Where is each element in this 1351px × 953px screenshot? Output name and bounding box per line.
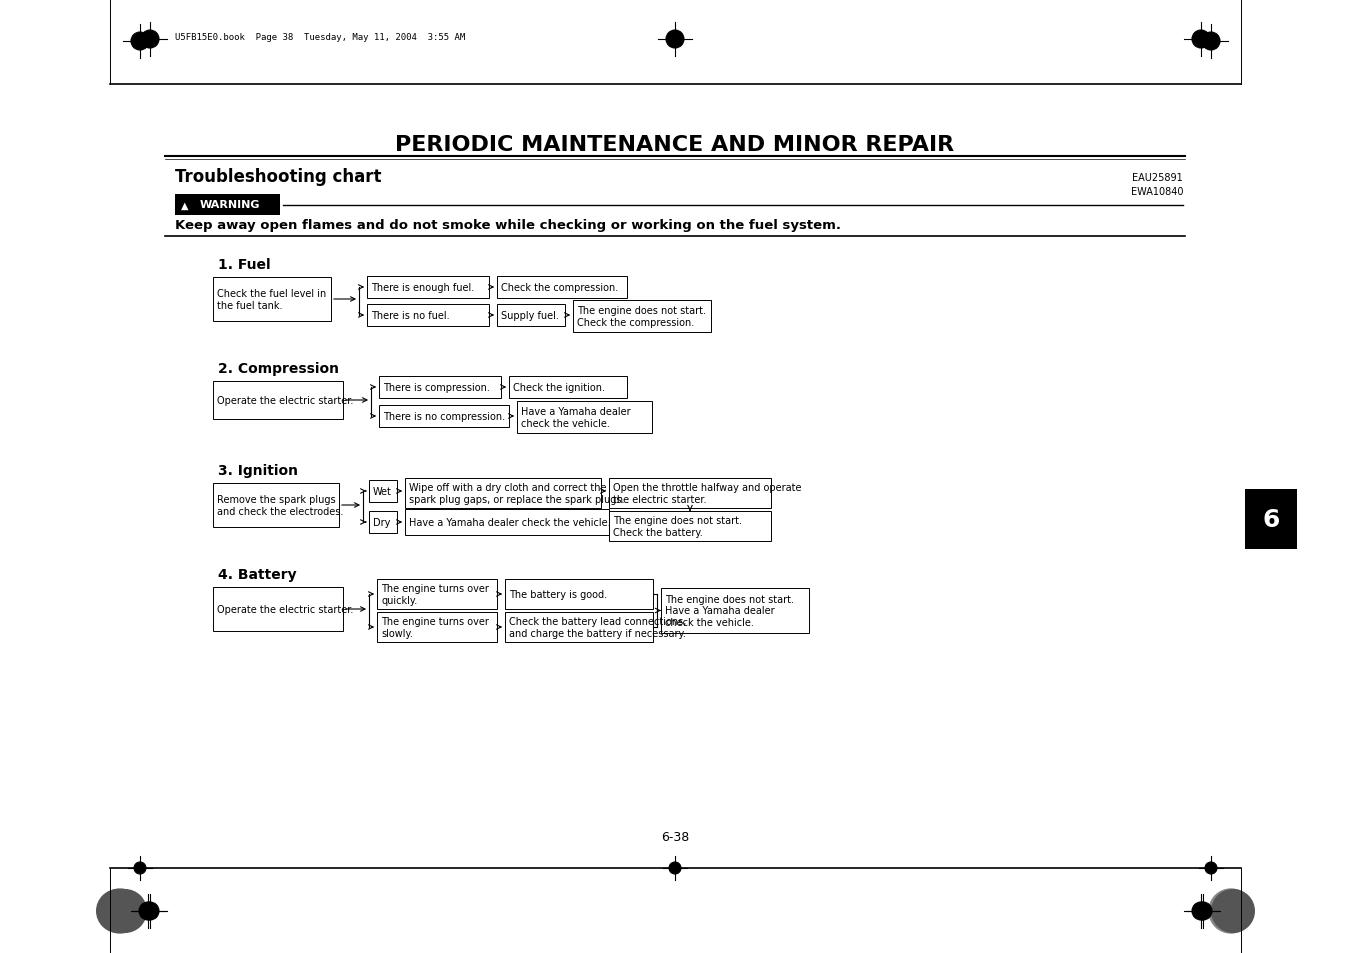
Text: U5FB15E0.book  Page 38  Tuesday, May 11, 2004  3:55 AM: U5FB15E0.book Page 38 Tuesday, May 11, 2… [176,33,465,43]
Bar [367,276,489,298]
Text: Check the compression.: Check the compression. [501,283,619,293]
Bar [369,512,397,534]
Bar [609,512,771,541]
Bar [505,579,653,609]
Circle shape [96,889,141,933]
Bar [367,305,489,327]
Text: The engine does not start.
Check the compression.: The engine does not start. Check the com… [577,306,707,328]
Circle shape [1192,902,1210,920]
Bar [213,381,343,419]
Text: Open the throttle halfway and operate
the electric starter.: Open the throttle halfway and operate th… [613,482,801,504]
Text: EWA10840: EWA10840 [1131,187,1183,196]
Text: Remove the spark plugs
and check the electrodes.: Remove the spark plugs and check the ele… [218,495,343,517]
Bar [380,376,501,398]
Bar [377,579,497,609]
Bar [176,194,280,215]
Circle shape [1202,33,1220,51]
Bar [213,277,331,322]
Circle shape [131,33,149,51]
Text: Operate the electric starter.: Operate the electric starter. [218,395,354,406]
Text: The engine does not start.
Have a Yamaha dealer
check the vehicle.: The engine does not start. Have a Yamaha… [665,595,794,627]
Circle shape [666,30,684,49]
Circle shape [139,902,157,920]
Text: There is no compression.: There is no compression. [382,412,505,421]
Text: Have a Yamaha dealer
check the vehicle.: Have a Yamaha dealer check the vehicle. [521,407,631,428]
Bar [609,478,771,509]
Circle shape [1205,862,1217,874]
Text: Have a Yamaha dealer check the vehicle.: Have a Yamaha dealer check the vehicle. [409,517,611,527]
Circle shape [669,862,681,874]
Text: Check the fuel level in
the fuel tank.: Check the fuel level in the fuel tank. [218,289,326,311]
Bar [213,587,343,631]
Bar [661,588,809,634]
Circle shape [141,30,159,49]
Text: Dry: Dry [373,517,390,527]
Text: PERIODIC MAINTENANCE AND MINOR REPAIR: PERIODIC MAINTENANCE AND MINOR REPAIR [396,135,955,154]
Text: Check the battery lead connections,
and charge the battery if necessary.: Check the battery lead connections, and … [509,617,686,639]
Bar [497,276,627,298]
Text: There is enough fuel.: There is enough fuel. [372,283,474,293]
Text: Check the ignition.: Check the ignition. [513,382,605,393]
Circle shape [99,889,142,933]
Text: The engine turns over
quickly.: The engine turns over quickly. [381,583,489,605]
Bar [380,406,509,428]
Bar [405,510,609,536]
Text: Keep away open flames and do not smoke while checking or working on the fuel sys: Keep away open flames and do not smoke w… [176,219,842,233]
Text: The battery is good.: The battery is good. [509,589,607,599]
Circle shape [141,902,159,920]
Circle shape [1210,889,1255,933]
Text: 6-38: 6-38 [661,831,689,843]
Text: 2. Compression: 2. Compression [218,361,339,375]
Circle shape [103,889,147,933]
Circle shape [134,862,146,874]
Bar [213,483,339,527]
Circle shape [1194,902,1212,920]
Circle shape [1192,30,1210,49]
Text: ▲: ▲ [181,200,189,211]
Text: Wipe off with a dry cloth and correct the
spark plug gaps, or replace the spark : Wipe off with a dry cloth and correct th… [409,482,624,504]
Text: WARNING: WARNING [200,200,261,211]
Text: There is compression.: There is compression. [382,382,490,393]
Text: Operate the electric starter.: Operate the electric starter. [218,604,354,615]
Bar [573,301,711,333]
Text: Troubleshooting chart: Troubleshooting chart [176,168,381,186]
Text: Supply fuel.: Supply fuel. [501,311,559,320]
Text: The engine turns over
slowly.: The engine turns over slowly. [381,617,489,639]
Text: The engine does not start.
Check the battery.: The engine does not start. Check the bat… [613,516,742,537]
Text: EAU25891: EAU25891 [1132,172,1183,183]
Bar [377,613,497,642]
Text: 4. Battery: 4. Battery [218,567,297,581]
Text: There is no fuel.: There is no fuel. [372,311,450,320]
Text: 3. Ignition: 3. Ignition [218,463,299,477]
Text: 1. Fuel: 1. Fuel [218,257,270,272]
Bar [497,305,565,327]
Text: Wet: Wet [373,486,392,497]
Bar [505,613,653,642]
Bar [1246,490,1297,550]
Bar [369,480,397,502]
Text: !: ! [193,200,197,211]
Bar [509,376,627,398]
Bar [517,401,653,434]
Text: 6: 6 [1262,507,1279,532]
Bar [405,478,601,509]
Circle shape [1209,889,1252,933]
